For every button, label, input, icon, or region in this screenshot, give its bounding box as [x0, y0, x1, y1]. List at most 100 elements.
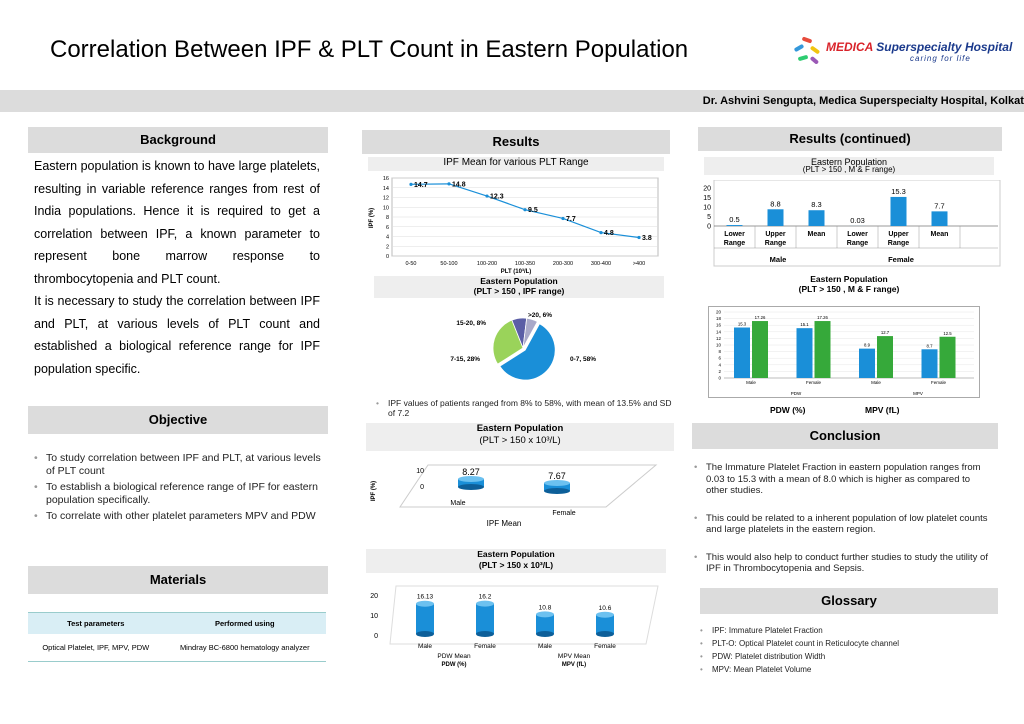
x-tick-label: Male	[418, 643, 432, 650]
x-tick-label: Upper	[888, 231, 909, 238]
glossary-item: PLT-O: Optical Platelet count in Reticul…	[698, 639, 998, 648]
pie-title-line-2: (PLT > 150 , IPF range)	[473, 286, 565, 296]
background-heading: Background	[28, 127, 328, 153]
table-cell: Mindray BC-6800 hematology analyzer	[163, 634, 326, 662]
objective-item: To study correlation between IPF and PLT…	[32, 452, 322, 478]
pie-chart-title: Eastern Population (PLT > 150 , IPF rang…	[374, 276, 664, 298]
data-label: 0.5	[729, 215, 739, 224]
x-tick-label: Mean	[931, 231, 949, 238]
data-label: 8.27	[462, 467, 480, 477]
bar	[734, 327, 750, 378]
bar-base	[544, 488, 570, 494]
y-tick-label: 16	[716, 323, 722, 328]
x-tick-label: Female	[552, 510, 575, 517]
line-point	[523, 208, 527, 212]
y-tick-label: 12	[716, 336, 722, 341]
chart-frame	[713, 180, 1001, 267]
ipf-chart-ylabel: IPF (%)	[371, 481, 377, 501]
y-tick-label: 6	[718, 356, 721, 361]
data-label: 4.8	[604, 230, 614, 237]
rr-title-line-1: Eastern Population	[810, 157, 888, 167]
x-tick-label: 300-400	[591, 261, 611, 267]
x-tick-label: 200-300	[553, 261, 573, 267]
results-continued-heading: Results (continued)	[698, 127, 1002, 151]
pm-group-label: MPV Mean	[558, 653, 591, 660]
y-tick-label: 20	[716, 310, 722, 315]
line-point	[485, 194, 489, 198]
data-label: 10.8	[539, 604, 552, 611]
y-tick-label: 20	[703, 186, 711, 193]
logo-brand: MEDICA	[826, 40, 873, 54]
logo-mark-icon	[794, 36, 820, 64]
table-header-cell: Test parameters	[28, 612, 164, 634]
bar	[536, 614, 554, 634]
bar-base	[416, 631, 434, 637]
bar	[939, 336, 956, 378]
y-tick-label: 20	[370, 593, 378, 600]
x-tick-label: Female	[594, 643, 616, 650]
bar	[796, 328, 813, 378]
x-tick-label: 0-50	[405, 261, 416, 267]
range-bar-chart: 0 5 10 15 20 0.5 Lower Range 8.8 Upper Range 8.3 Mea…	[703, 180, 1001, 267]
table-row: Optical Platelet, IPF, MPV, PDW Mindray …	[28, 634, 326, 662]
y-tick-label: 10	[716, 343, 722, 348]
line-point	[637, 235, 641, 240]
pm-group-unit: PDW (%)	[442, 662, 467, 668]
bar	[890, 196, 907, 226]
data-label: 7.7	[566, 216, 576, 223]
bar-base	[596, 631, 614, 637]
y-tick-label: 14	[383, 186, 389, 192]
x-tick-label: Lower	[847, 231, 868, 238]
x-tick-label: Lower	[724, 231, 745, 238]
pm-group-label: PDW Mean	[437, 653, 471, 660]
data-label: 12.3	[490, 194, 504, 201]
data-label: 3.8	[642, 235, 652, 242]
x-tick-label: Range	[765, 240, 787, 247]
data-label: 16.13	[417, 594, 434, 601]
bar	[416, 603, 434, 634]
x-tick-label: Male	[538, 643, 552, 650]
data-label: 10.6	[599, 605, 612, 612]
line-chart: 0 2 4 6 8 10 12 14 16 14.7 0-50 14.8 50-100 12.3 100-2…	[366, 172, 666, 276]
bar	[726, 225, 743, 226]
y-tick-label: 2	[718, 369, 721, 374]
y-tick-label: 4	[718, 362, 721, 367]
y-tick-label: 10	[703, 205, 711, 212]
data-label: 7.7	[934, 201, 944, 210]
x-tick-label: Male	[450, 500, 465, 507]
x-tick-label: Male	[871, 380, 881, 385]
rr-group-label: Male	[770, 255, 787, 264]
data-label: 17.26	[817, 315, 828, 320]
pie-slice	[499, 323, 556, 381]
x-tick-label: Range	[724, 240, 746, 247]
table-cell: Optical Platelet, IPF, MPV, PDW	[28, 634, 164, 662]
y-tick-label: 2	[386, 244, 389, 250]
y-tick-label: 8	[386, 215, 389, 221]
objective-heading: Objective	[28, 406, 328, 434]
bar-top	[416, 600, 434, 607]
gb-title-line-1: Eastern Population	[810, 274, 888, 284]
table-header-row: Test parameters Performed using	[28, 612, 326, 634]
bar-top	[476, 600, 494, 607]
materials-table: Test parameters Performed using Optical …	[28, 612, 326, 662]
x-tick-label: Range	[847, 240, 869, 247]
glossary-list: IPF: Immature Platelet Fraction PLT-O: O…	[698, 626, 998, 677]
y-tick-label: 0	[718, 376, 721, 381]
bar	[544, 483, 570, 491]
gb-label-pdw: PDW (%)	[770, 405, 806, 415]
line-point	[447, 182, 451, 186]
slice-label: 7-15, 28%	[450, 356, 480, 363]
background-para-1: Eastern population is known to have larg…	[34, 159, 320, 286]
data-label: 8.9	[864, 343, 871, 348]
gb-group-label: MPV	[913, 391, 923, 396]
pie-slice	[522, 317, 538, 349]
data-label: 15.3	[891, 187, 906, 196]
objective-item: To establish a biological reference rang…	[32, 481, 322, 507]
line-chart-ylabel: IPF (%)	[369, 208, 375, 228]
y-tick-label: 6	[386, 225, 389, 231]
pm-group-unit: MPV (fL)	[562, 662, 586, 668]
pdw-mpv-3d-bar-chart: 0 10 20 16.13 Male 16.2 Female 10.8 Male 10.6 Fema…	[370, 585, 659, 668]
range-chart-title: Eastern Population (PLT > 150 , M & F ra…	[704, 157, 994, 175]
objective-list: To study correlation between IPF and PLT…	[32, 452, 322, 526]
